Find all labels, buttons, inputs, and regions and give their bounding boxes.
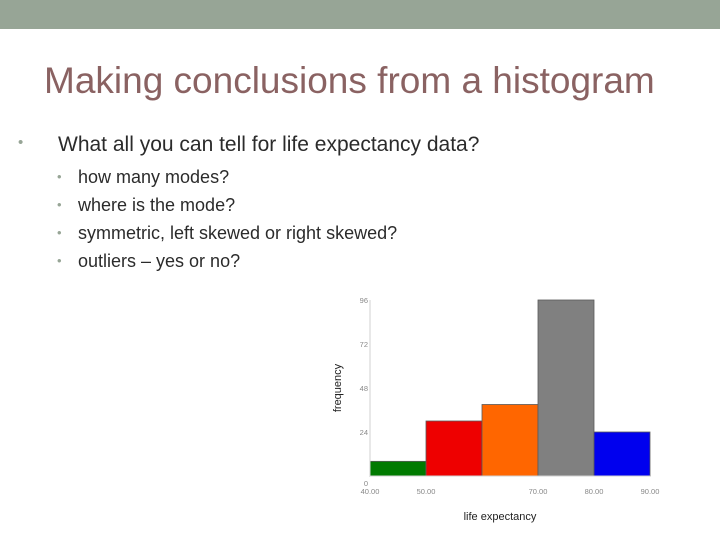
main-question-text: What all you can tell for life expectanc… [58, 133, 480, 156]
histogram-bar [481, 404, 539, 477]
sub-question-text: outliers – yes or no? [78, 251, 241, 271]
top-bar [0, 0, 720, 29]
histogram-bar [593, 431, 651, 477]
sub-question-text: where is the mode? [78, 195, 236, 215]
y-tick-label: 24 [360, 428, 368, 437]
x-tick-label: 50.00 [417, 487, 436, 496]
histogram-bar [425, 420, 483, 477]
y-tick-label: 72 [360, 340, 368, 349]
histogram-chart: 0 24 48 72 96 40.00 50.00 70.00 80.00 90.00 freq… [332, 296, 660, 523]
sub-question-text: how many modes? [78, 167, 230, 187]
y-tick-label: 0 [364, 479, 368, 488]
histogram-bar [369, 460, 427, 477]
sub-question-text: symmetric, left skewed or right skewed? [78, 223, 398, 243]
y-axis-label: frequency [332, 363, 344, 412]
slide-title: Making conclusions from a histogram [44, 60, 655, 101]
y-tick-label: 96 [360, 296, 368, 305]
y-tick-labels: 0 24 48 72 96 [360, 296, 368, 488]
y-tick-label: 48 [360, 384, 368, 393]
x-tick-labels: 40.00 50.00 70.00 80.00 90.00 [361, 487, 660, 496]
x-tick-label: 40.00 [361, 487, 380, 496]
histogram-bar [537, 299, 595, 477]
histogram-bars [369, 299, 651, 477]
x-tick-label: 80.00 [585, 487, 604, 496]
x-axis-label: life expectancy [464, 511, 537, 523]
x-tick-label: 70.00 [529, 487, 548, 496]
x-tick-label: 90.00 [641, 487, 660, 496]
